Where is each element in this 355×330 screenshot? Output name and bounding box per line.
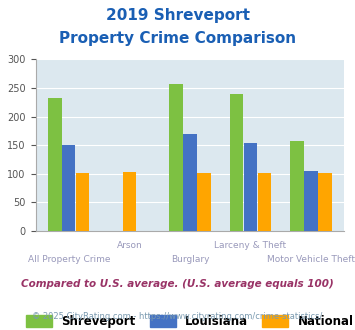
Bar: [290, 141, 304, 231]
Bar: [318, 173, 332, 231]
Text: Larceny & Theft: Larceny & Theft: [214, 241, 286, 250]
Text: 2019 Shreveport: 2019 Shreveport: [105, 8, 250, 23]
Bar: [230, 94, 243, 231]
Text: Motor Vehicle Theft: Motor Vehicle Theft: [267, 255, 355, 264]
Bar: [258, 173, 271, 231]
Bar: [183, 134, 197, 231]
Bar: [76, 173, 89, 231]
Bar: [244, 144, 257, 231]
Text: Property Crime Comparison: Property Crime Comparison: [59, 31, 296, 46]
Bar: [169, 84, 183, 231]
Text: All Property Crime: All Property Crime: [28, 255, 110, 264]
Legend: Shreveport, Louisiana, National: Shreveport, Louisiana, National: [20, 309, 355, 330]
Text: Arson: Arson: [116, 241, 142, 250]
Bar: [123, 172, 136, 231]
Bar: [304, 171, 318, 231]
Text: © 2025 CityRating.com - https://www.cityrating.com/crime-statistics/: © 2025 CityRating.com - https://www.city…: [32, 312, 323, 321]
Text: Burglary: Burglary: [171, 255, 209, 264]
Text: Compared to U.S. average. (U.S. average equals 100): Compared to U.S. average. (U.S. average …: [21, 279, 334, 289]
Bar: [48, 98, 61, 231]
Bar: [197, 173, 211, 231]
Bar: [62, 145, 76, 231]
